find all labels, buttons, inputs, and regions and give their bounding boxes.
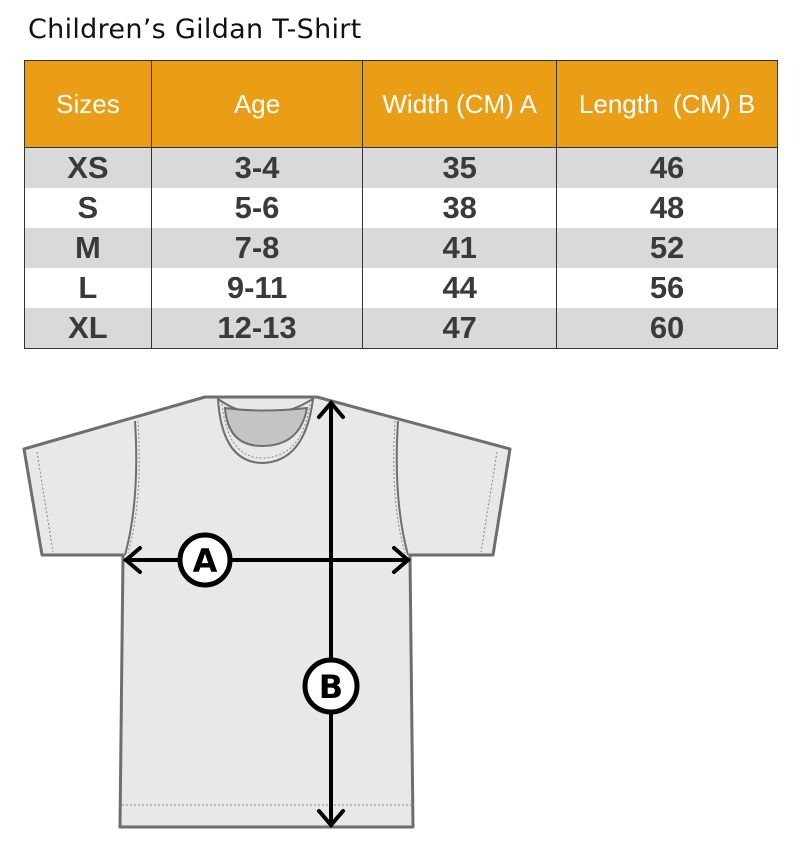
cell-width: 47 bbox=[362, 308, 557, 349]
tshirt-diagram: A B bbox=[22, 395, 512, 829]
cell-age: 5-6 bbox=[150, 188, 363, 228]
marker-a-label: A bbox=[193, 542, 218, 580]
table-row: M 7-8 41 52 bbox=[24, 228, 778, 268]
cell-width: 38 bbox=[362, 188, 557, 228]
cell-size: M bbox=[24, 228, 152, 268]
cell-length: 52 bbox=[556, 228, 778, 268]
cell-length: 60 bbox=[556, 308, 778, 349]
cell-age: 7-8 bbox=[150, 228, 363, 268]
header-sizes: Sizes bbox=[24, 60, 152, 148]
cell-age: 12-13 bbox=[150, 308, 363, 349]
size-chart-table: Sizes Age Width (CM) A Length (CM) B XS 3… bbox=[24, 60, 778, 349]
cell-width: 44 bbox=[362, 268, 557, 308]
header-width: Width (CM) A bbox=[362, 60, 557, 148]
page-title: Children’s Gildan T-Shirt bbox=[28, 14, 362, 45]
table-row: L 9-11 44 56 bbox=[24, 268, 778, 308]
length-marker-b: B bbox=[302, 657, 360, 715]
cell-width: 41 bbox=[362, 228, 557, 268]
width-arrow bbox=[122, 546, 412, 574]
cell-length: 46 bbox=[556, 147, 778, 188]
cell-age: 3-4 bbox=[150, 147, 363, 188]
cell-size: L bbox=[24, 268, 152, 308]
cell-size: XS bbox=[24, 147, 152, 188]
cell-size: XL bbox=[24, 308, 152, 349]
cell-age: 9-11 bbox=[150, 268, 363, 308]
cell-size: S bbox=[24, 188, 152, 228]
header-length: Length (CM) B bbox=[556, 60, 778, 148]
length-arrow bbox=[317, 399, 345, 829]
cell-width: 35 bbox=[362, 147, 557, 188]
table-row: XS 3-4 35 46 bbox=[24, 147, 778, 188]
cell-length: 48 bbox=[556, 188, 778, 228]
cell-length: 56 bbox=[556, 268, 778, 308]
marker-b-label: B bbox=[319, 668, 343, 706]
table-header-row: Sizes Age Width (CM) A Length (CM) B bbox=[24, 60, 778, 148]
header-age: Age bbox=[150, 60, 363, 148]
tshirt-outline bbox=[22, 395, 512, 829]
table-row: S 5-6 38 48 bbox=[24, 188, 778, 228]
table-row: XL 12-13 47 60 bbox=[24, 308, 778, 349]
width-marker-a: A bbox=[177, 532, 233, 588]
